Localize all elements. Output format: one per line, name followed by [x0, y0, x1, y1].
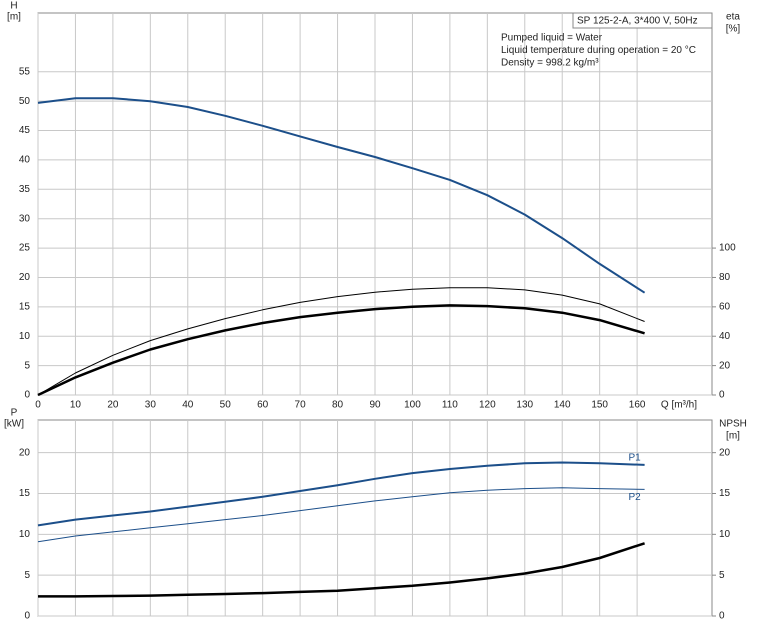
curve: [37, 287, 645, 396]
y-tick-label: 15: [19, 301, 31, 312]
y2-tick-label: 80: [719, 272, 731, 283]
y2-tick-label: 0: [719, 390, 725, 401]
x-tick-label: 90: [369, 400, 381, 411]
y-tick-label: 45: [19, 125, 31, 136]
x-tick-label: 30: [145, 400, 157, 411]
x-tick-label: 150: [591, 400, 608, 411]
info-title: SP 125-2-A, 3*400 V, 50Hz: [577, 16, 698, 27]
x-tick-label: 60: [257, 400, 269, 411]
y-axis-unit: [m]: [7, 12, 21, 23]
y2-tick-label: 15: [719, 488, 731, 499]
x-tick-label: 120: [479, 400, 496, 411]
y2-axis-unit: [%]: [726, 24, 741, 35]
x-tick-label: 50: [220, 400, 232, 411]
annotation: Liquid temperature during operation = 20…: [501, 45, 696, 56]
y-tick-label: 30: [19, 213, 31, 224]
y-tick-label: 35: [19, 184, 31, 195]
y-tick-label: 10: [19, 529, 31, 540]
annotation: Pumped liquid = Water: [501, 33, 603, 44]
y2-axis-label: NPSH: [719, 419, 747, 430]
y2-axis-label: eta: [726, 12, 740, 23]
y2-tick-label: 100: [719, 243, 736, 254]
curve: [37, 304, 645, 397]
y-tick-label: 40: [19, 155, 31, 166]
x-axis-label: Q [m³/h]: [661, 400, 697, 411]
y-tick-label: 20: [19, 447, 31, 458]
y-tick-label: 0: [24, 390, 30, 401]
x-tick-label: 70: [295, 400, 307, 411]
y2-tick-label: 5: [719, 570, 725, 581]
y2-tick-label: 0: [719, 611, 725, 622]
y-tick-label: 20: [19, 272, 31, 283]
y-tick-label: 5: [24, 570, 30, 581]
y-tick-label: 25: [19, 243, 31, 254]
y-tick-label: 5: [24, 360, 30, 371]
x-tick-label: 0: [35, 400, 41, 411]
y2-tick-label: 20: [719, 360, 731, 371]
y-tick-label: 15: [19, 488, 31, 499]
y-axis-label: P: [11, 408, 18, 419]
y-tick-label: 0: [24, 611, 30, 622]
y2-tick-label: 10: [719, 529, 731, 540]
y2-tick-label: 20: [719, 447, 731, 458]
y2-tick-label: 60: [719, 301, 731, 312]
curve: [37, 487, 645, 543]
x-tick-label: 80: [332, 400, 344, 411]
series-label: P2: [628, 492, 641, 503]
y-tick-label: 55: [19, 66, 31, 77]
x-tick-label: 40: [182, 400, 194, 411]
y2-axis-unit: [m]: [726, 431, 740, 442]
curve: [38, 542, 645, 598]
x-tick-label: 160: [629, 400, 646, 411]
y-tick-label: 50: [19, 96, 31, 107]
series-label: P1: [628, 453, 641, 464]
info-box: SP 125-2-A, 3*400 V, 50Hz Pumped liquid =…: [501, 12, 713, 69]
x-tick-label: 130: [516, 400, 533, 411]
curve: [37, 97, 646, 294]
x-tick-label: 20: [107, 400, 119, 411]
y2-tick-label: 40: [719, 331, 731, 342]
info-title-box: [572, 12, 713, 29]
y-axis-label: H: [10, 1, 17, 12]
x-tick-label: 140: [554, 400, 571, 411]
y-axis-unit: [kW]: [4, 419, 24, 430]
x-tick-label: 110: [442, 400, 458, 411]
annotation: Density = 998.2 kg/m³: [501, 58, 599, 69]
x-tick-label: 100: [404, 400, 421, 411]
y-tick-label: 10: [19, 331, 31, 342]
x-tick-label: 10: [70, 400, 82, 411]
curve: [37, 461, 645, 527]
